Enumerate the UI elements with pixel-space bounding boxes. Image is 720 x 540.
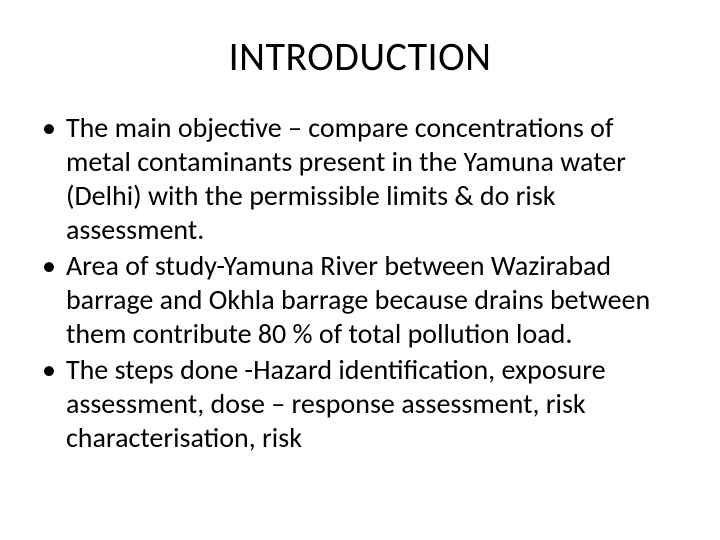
bullet-marker-icon: •: [42, 249, 56, 283]
bullet-marker-icon: •: [42, 353, 56, 387]
slide-title: INTRODUCTION: [38, 32, 682, 81]
slide-content: • The main objective – compare concentra…: [38, 111, 682, 455]
bullet-text: Area of study-Yamuna River between Wazir…: [66, 249, 672, 351]
bullet-item: • The steps done -Hazard identification,…: [42, 353, 672, 455]
bullet-text: The steps done -Hazard identification, e…: [66, 353, 672, 455]
bullet-marker-icon: •: [42, 111, 56, 145]
bullet-item: • Area of study-Yamuna River between Waz…: [42, 249, 672, 351]
slide-container: INTRODUCTION • The main objective – comp…: [0, 0, 720, 540]
bullet-text: The main objective – compare concentrati…: [66, 111, 672, 247]
bullet-item: • The main objective – compare concentra…: [42, 111, 672, 247]
